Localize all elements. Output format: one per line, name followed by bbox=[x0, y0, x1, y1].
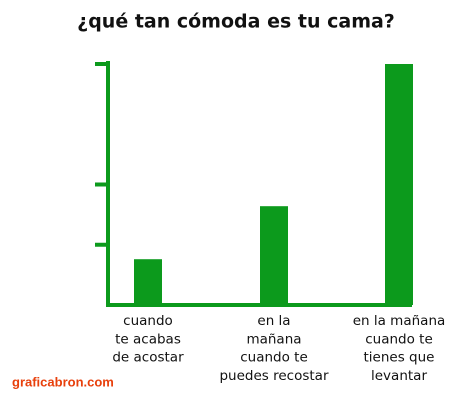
x-tick-label: en la mañana cuando te tienes que levantar bbox=[353, 313, 446, 384]
bar bbox=[385, 64, 413, 305]
bar bbox=[260, 206, 288, 305]
bar bbox=[134, 259, 162, 305]
x-tick-label: en la mañana cuando te puedes recostar bbox=[219, 313, 328, 384]
chart-title: ¿qué tan cómoda es tu cama? bbox=[77, 11, 395, 33]
watermark: graficabron.com bbox=[12, 374, 114, 389]
x-tick-label: cuando te acabas de acostar bbox=[112, 313, 184, 366]
